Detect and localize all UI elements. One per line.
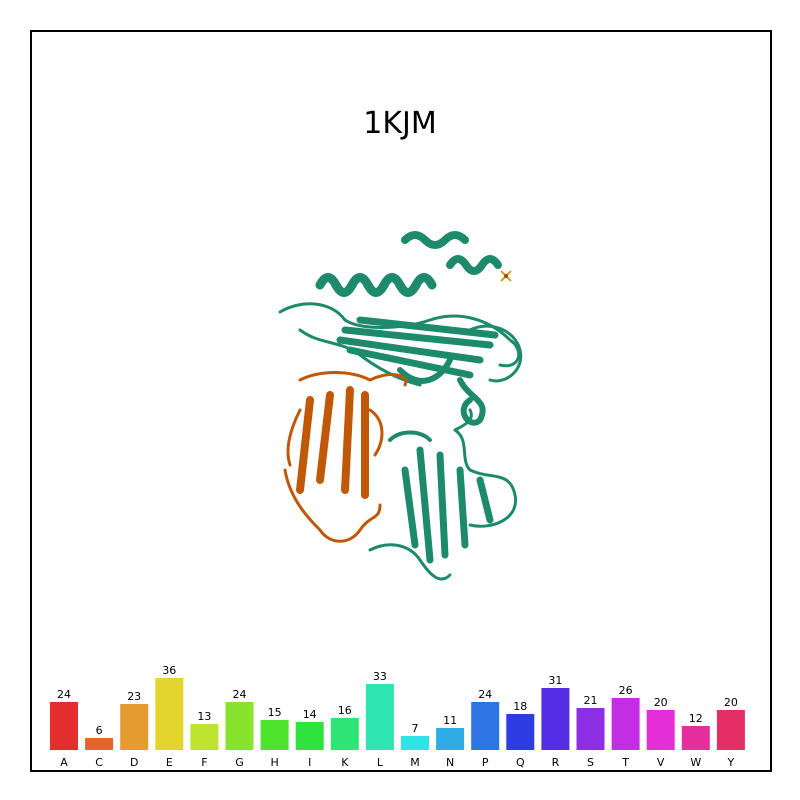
bar-value-label: 26 <box>619 684 633 697</box>
category-label: T <box>621 756 629 769</box>
category-label: N <box>446 756 454 769</box>
bar-value-label: 33 <box>373 670 387 683</box>
category-label: W <box>690 756 701 769</box>
bar-A <box>50 702 78 750</box>
chain-green-upper <box>278 231 523 432</box>
bar-S <box>576 708 605 750</box>
bar-value-label: 20 <box>724 696 738 709</box>
category-label: L <box>377 756 384 769</box>
ligand-sulfate <box>500 270 512 282</box>
category-label: K <box>341 756 349 769</box>
chain-green-lower <box>368 428 517 581</box>
bar-V <box>646 710 675 750</box>
category-label: V <box>657 756 665 769</box>
bar-value-label: 6 <box>96 724 103 737</box>
bar-T <box>611 698 640 750</box>
bar-L <box>365 684 394 750</box>
bar-K <box>330 718 359 750</box>
category-label: C <box>95 756 103 769</box>
category-label: M <box>410 756 420 769</box>
category-label: R <box>552 756 560 769</box>
bar-M <box>401 736 429 750</box>
bar-value-label: 24 <box>233 688 247 701</box>
bar-value-label: 31 <box>548 674 562 687</box>
bar-F <box>190 724 219 750</box>
category-label: D <box>130 756 138 769</box>
bar-value-label: 24 <box>57 688 71 701</box>
category-label: P <box>482 756 489 769</box>
category-label: S <box>587 756 594 769</box>
chain-orange <box>283 371 408 543</box>
bar-H <box>260 720 289 750</box>
bar-I <box>295 722 324 750</box>
bar-value-label: 15 <box>268 706 282 719</box>
bar-value-label: 11 <box>443 714 457 727</box>
category-label: E <box>166 756 173 769</box>
bar-value-label: 7 <box>412 722 419 735</box>
bar-N <box>436 728 465 750</box>
bar-value-label: 23 <box>127 690 141 703</box>
bar-G <box>225 702 254 750</box>
bar-D <box>120 704 149 750</box>
bar-value-label: 16 <box>338 704 352 717</box>
bar-value-label: 24 <box>478 688 492 701</box>
bar-Q <box>506 714 535 750</box>
bar-R <box>541 688 570 750</box>
bar-C <box>85 738 114 750</box>
bar-E <box>155 678 184 750</box>
bar-value-label: 18 <box>513 700 527 713</box>
bar-value-label: 13 <box>197 710 211 723</box>
structure-title: 1KJM <box>363 106 437 141</box>
bar-value-label: 12 <box>689 712 703 725</box>
bar-value-label: 20 <box>654 696 668 709</box>
category-label: Q <box>516 756 525 769</box>
category-label: A <box>60 756 68 769</box>
category-label: Y <box>727 756 735 769</box>
bar-value-label: 21 <box>584 694 598 707</box>
category-label: H <box>270 756 278 769</box>
bar-P <box>471 702 500 750</box>
bar-Y <box>716 710 745 750</box>
bar-value-label: 36 <box>162 664 176 677</box>
bar-value-label: 14 <box>303 708 317 721</box>
category-label: F <box>201 756 207 769</box>
category-label: G <box>235 756 244 769</box>
bar-W <box>681 726 710 750</box>
category-label: I <box>308 756 311 769</box>
figure-frame <box>30 30 772 772</box>
